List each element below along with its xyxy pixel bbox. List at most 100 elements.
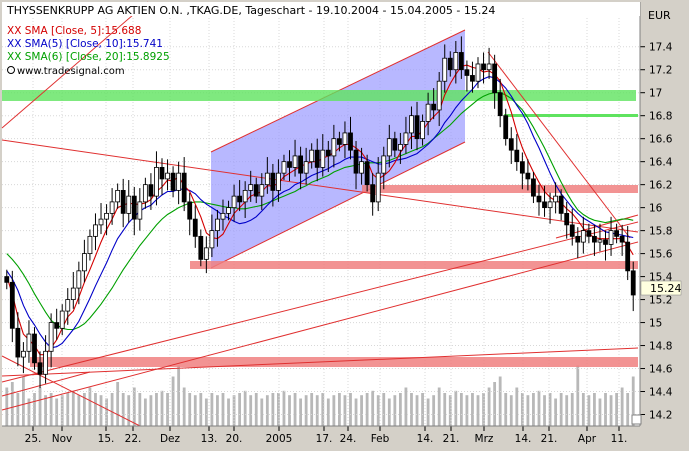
x-tick-label: 21. [541,433,558,445]
volume-bar [254,393,258,426]
y-tick-label: 17.2 [649,65,672,77]
candle-body [98,218,104,226]
volume-bar [326,398,330,426]
candle-body [575,235,581,243]
candle-body [226,207,231,214]
volume-bar [504,393,508,426]
candle-body [126,195,132,214]
volume-bar [548,393,552,426]
volume-bar [421,393,424,426]
volume-bar [626,393,630,426]
y-tick-label: 14.4 [649,387,673,399]
candle-body [625,241,631,272]
axes: 14.2 14.4 14.6 14.8 15 15.2 15.4 15.6 15.8 16 16.2… [2,2,673,445]
candle-body [26,333,32,352]
candle-body [359,161,364,174]
volume-bar [5,387,9,426]
candle-body [215,218,220,232]
candle-body [109,201,115,214]
x-tick-label: 13. [201,433,218,445]
volume-bar [454,390,458,426]
candle-body [569,224,575,237]
candle-body [337,138,342,145]
candle-body [120,189,126,214]
copyright-icon [7,66,15,74]
volume-bar [193,395,197,426]
candle-body [558,195,564,214]
candle-body [154,167,159,197]
y-tick-label: 15.8 [649,226,672,238]
volume-bar [77,395,81,426]
volume-bar [471,393,474,426]
candle-body [70,287,76,300]
trendline-descending-long [1,139,639,233]
candle-body [192,218,198,237]
candle-body [342,132,348,145]
candle-body [453,52,459,71]
candle-body [270,172,276,191]
volume-bar [105,398,108,426]
y-tick-label: 17 [649,88,662,100]
volume-bar [365,393,369,426]
candle-body [65,299,71,312]
candle-body [314,149,320,168]
candle-body [176,172,182,191]
candle-body [43,350,48,375]
sma-path [6,92,634,331]
volume-bars [5,365,635,426]
candle-body [331,138,337,157]
candle-body [525,172,531,180]
y-tick-label: 16.6 [649,134,673,146]
candle-body [364,161,370,186]
candle-body [431,103,437,111]
candle-body [54,322,60,329]
sma-path [6,64,634,356]
volume-bar [443,393,447,426]
candle-body [481,63,486,71]
volume-bar [16,393,20,426]
volume-bar [249,395,253,426]
candle-body [142,184,148,203]
volume-bar [509,395,513,426]
candle-body [220,212,226,220]
volume-bar [476,395,480,426]
volume-bar [543,395,546,426]
resize-grip[interactable] [631,414,642,425]
volume-bar [127,395,131,426]
candle-body [381,155,387,174]
candle-body [309,149,315,163]
candle-body [386,138,392,157]
candle-body [87,235,93,255]
candle-body [442,57,448,82]
candle-body [553,195,559,203]
volume-bar [581,393,585,426]
volume-bar [526,395,530,426]
candle-body [414,115,420,140]
volume-bar [171,376,175,426]
website-label: www.tradesignal.com [17,66,125,77]
x-tick-label: Nov [52,433,73,445]
volume-bar [349,393,352,426]
candle-body [447,57,453,71]
volume-bar [631,376,635,426]
x-tick-label: 15. [98,433,115,445]
volume-bar [598,398,602,426]
volume-bar [188,393,192,426]
volume-bar [82,393,86,426]
candle-body [165,172,170,180]
trendline-march-down [487,51,631,239]
volume-bar [60,395,64,426]
title-bar-background [2,2,640,16]
candle-body [375,172,381,203]
candle-body [353,149,359,174]
volume-bar [22,376,25,426]
candle-body [248,184,254,191]
volume-bar [604,393,607,426]
volume-bar [343,395,347,426]
volume-bar [554,398,558,426]
volume-bar [559,393,563,426]
volume-bar [288,395,291,426]
candle-body [508,138,514,151]
candle-body [59,310,65,329]
